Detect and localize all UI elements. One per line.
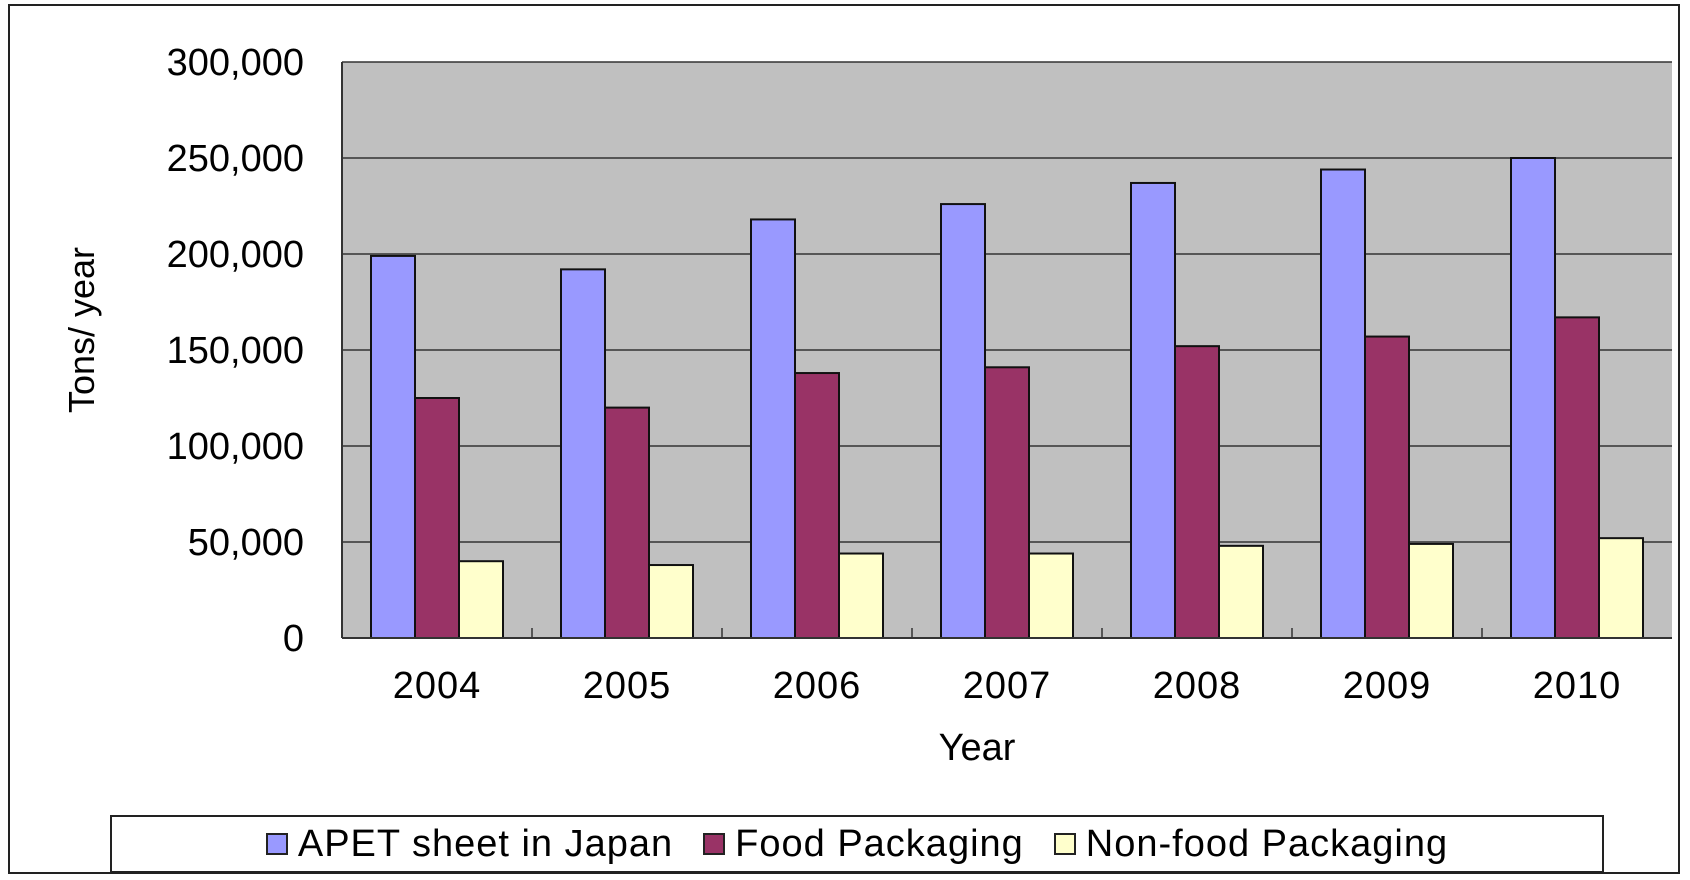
legend-label-food: Food Packaging <box>735 822 1024 865</box>
y-tick-label: 300,000 <box>167 42 304 84</box>
bar-food-packaging-2008 <box>1174 345 1220 639</box>
bar-non-food-packaging-2005 <box>648 564 694 639</box>
y-tick-label: 0 <box>283 618 304 660</box>
axes <box>341 62 1672 639</box>
bar-food-packaging-2005 <box>604 406 650 639</box>
bar-non-food-packaging-2006 <box>838 552 884 640</box>
legend-swatch-apet <box>265 833 288 855</box>
x-tick-label: 2004 <box>393 665 482 707</box>
bar-food-packaging-2004 <box>414 397 460 639</box>
bar-apet-sheet-in-japan-2010 <box>1510 157 1556 639</box>
y-tick-label: 250,000 <box>167 138 304 180</box>
bar-non-food-packaging-2010 <box>1598 537 1644 639</box>
bars <box>370 157 1644 640</box>
bar-non-food-packaging-2008 <box>1218 544 1264 640</box>
bar-non-food-packaging-2007 <box>1028 552 1074 640</box>
legend-swatch-food <box>703 833 726 855</box>
x-tick-label: 2010 <box>1533 665 1622 707</box>
x-tick-labels: 2004 2005 2006 2007 2008 2009 2010 <box>393 665 1622 707</box>
legend-label-nonfood: Non-food Packaging <box>1085 822 1449 865</box>
y-tick-labels: 0 50,000 100,000 150,000 200,000 250,000 300,0… <box>167 42 304 660</box>
x-tick-label: 2008 <box>1153 665 1242 707</box>
bar-apet-sheet-in-japan-2009 <box>1320 168 1366 640</box>
y-axis-label: Tons/ year <box>61 247 102 413</box>
y-tick-label: 50,000 <box>188 522 304 564</box>
x-tick-label: 2005 <box>583 665 672 707</box>
y-tick-label: 200,000 <box>167 234 304 276</box>
bar-food-packaging-2010 <box>1554 316 1600 639</box>
bar-food-packaging-2006 <box>794 372 840 639</box>
x-axis-label: Year <box>939 727 1016 769</box>
legend-item-apet: APET sheet in Japan <box>265 822 674 866</box>
bar-apet-sheet-in-japan-2005 <box>560 268 606 639</box>
x-tick-label: 2007 <box>963 665 1052 707</box>
bar-apet-sheet-in-japan-2004 <box>370 254 416 639</box>
bar-food-packaging-2007 <box>984 366 1030 639</box>
y-tick-label: 150,000 <box>167 330 304 372</box>
bar-apet-sheet-in-japan-2006 <box>750 218 796 639</box>
bar-food-packaging-2009 <box>1364 335 1410 639</box>
y-tick-label: 100,000 <box>167 426 304 468</box>
legend-item-nonfood: Non-food Packaging <box>1053 822 1449 866</box>
bar-apet-sheet-in-japan-2008 <box>1130 181 1176 640</box>
legend-swatch-nonfood <box>1053 833 1076 855</box>
legend-item-food: Food Packaging <box>703 823 1024 866</box>
bar-non-food-packaging-2004 <box>458 560 504 640</box>
bar-non-food-packaging-2009 <box>1408 542 1454 639</box>
legend-label-apet: APET sheet in Japan <box>297 822 674 865</box>
x-tick-label: 2006 <box>773 665 862 707</box>
bar-apet-sheet-in-japan-2007 <box>940 203 986 640</box>
legend: APET sheet in Japan Food Packaging Non-f… <box>110 815 1604 873</box>
x-tick-label: 2009 <box>1343 665 1432 707</box>
